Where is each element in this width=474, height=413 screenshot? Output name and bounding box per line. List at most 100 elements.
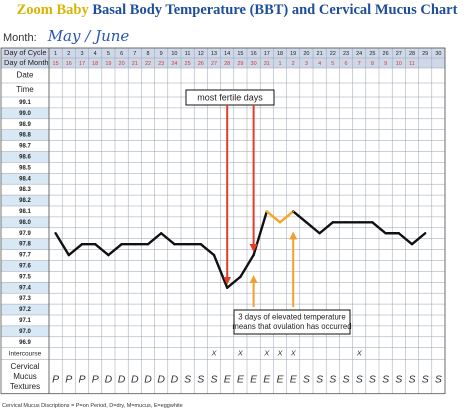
day-of-month-label: 15: [53, 61, 59, 67]
temp-label-band: [1, 162, 49, 174]
row-label-mucus-1: Cervical: [11, 362, 40, 371]
day-of-cycle-label: 30: [435, 51, 441, 57]
mucus-texture-letter: S: [342, 373, 349, 385]
temp-label-band: [1, 282, 49, 294]
y-tick-label: 99.1: [19, 100, 31, 106]
day-of-month-label: 30: [251, 61, 257, 67]
temp-data-point: [279, 221, 281, 224]
temp-label-band: [1, 184, 49, 196]
day-of-month-label: 9: [384, 61, 387, 67]
temp-label-band: [1, 315, 49, 326]
day-of-cycle-label: 12: [198, 51, 204, 57]
mucus-texture-letter: S: [184, 373, 191, 385]
temp-line-segment: [107, 242, 123, 257]
intercourse-mark: X: [356, 349, 363, 358]
temp-line-segment: [239, 253, 255, 279]
temp-line-segment: [54, 232, 71, 257]
temp-data-point: [332, 221, 334, 224]
mucus-texture-letter: S: [382, 373, 389, 385]
temp-label-band: [1, 216, 49, 228]
y-tick-label: 97.6: [19, 264, 31, 270]
temp-label-band: [1, 140, 49, 152]
day-of-cycle-label: 1: [54, 51, 57, 57]
mucus-texture-letter: D: [157, 373, 165, 385]
temp-label-band: [1, 336, 49, 348]
day-of-cycle-label: 28: [409, 51, 415, 57]
temp-line-segment-elevated: [278, 210, 295, 224]
mucus-texture-letter: S: [369, 373, 376, 385]
y-tick-label: 98.9: [19, 122, 31, 128]
day-of-month-label: 25: [185, 61, 191, 67]
day-of-cycle-label: 19: [290, 51, 296, 57]
temp-label-band: [1, 260, 49, 272]
y-tick-label: 97.5: [19, 274, 31, 280]
temp-label-band: [1, 293, 49, 305]
temp-data-point: [213, 254, 215, 256]
day-of-month-label: 16: [66, 61, 72, 67]
mucus-texture-letter: D: [118, 373, 126, 385]
mucus-texture-letter: E: [276, 373, 284, 385]
y-tick-label: 98.7: [19, 144, 31, 150]
temp-line-segment: [410, 232, 427, 246]
elevated-label-line-2: means that ovulation has occurred: [232, 322, 351, 331]
day-of-month-label: 26: [198, 61, 204, 67]
temp-label-band: [1, 249, 49, 261]
row-label-time: Time: [16, 85, 34, 94]
chart-border: [0, 47, 446, 395]
day-of-cycle-label: 9: [160, 51, 163, 57]
intercourse-mark: X: [290, 349, 297, 358]
day-of-cycle-label: 24: [356, 51, 362, 57]
day-of-cycle-label: 2: [67, 51, 70, 57]
y-tick-label: 97.0: [19, 329, 31, 335]
mucus-texture-letter: P: [92, 373, 99, 385]
temp-data-point: [173, 243, 176, 245]
day-of-cycle-label: 29: [422, 51, 428, 57]
y-tick-label: 97.3: [19, 296, 31, 302]
row-label-intercourse: Intercourse: [9, 350, 42, 357]
mucus-texture-letter: P: [52, 373, 59, 385]
temp-data-point: [266, 210, 268, 213]
temp-label-band: [1, 325, 49, 337]
temp-data-point: [358, 221, 361, 224]
y-tick-label: 97.7: [19, 253, 31, 259]
day-of-cycle-label: 26: [383, 51, 389, 57]
day-of-cycle-label: 14: [224, 51, 230, 57]
day-of-month-label: 29: [237, 61, 243, 67]
intercourse-mark: X: [210, 349, 217, 358]
temp-label-band: [1, 304, 49, 315]
temp-line-segment-elevated: [265, 210, 282, 224]
day-of-cycle-label: 8: [146, 51, 149, 57]
y-tick-label: 98.4: [19, 176, 31, 182]
title-rest: Basal Body Temperature (BBT) and Cervica…: [88, 2, 458, 18]
day-of-cycle-label: 22: [330, 51, 336, 57]
mucus-texture-letter: S: [356, 373, 363, 385]
day-of-cycle-label: 18: [277, 51, 283, 57]
mucus-texture-letter: P: [78, 373, 85, 385]
day-of-month-label: 6: [344, 61, 347, 67]
row-label-day-of-cycle: Day of Cycle: [4, 48, 47, 57]
day-of-month-label: 20: [119, 61, 125, 67]
mucus-texture-letter: D: [144, 373, 152, 385]
temp-data-point: [120, 243, 123, 245]
y-tick-label: 97.4: [19, 285, 31, 291]
mucus-texture-letter: S: [395, 373, 402, 385]
temp-line-segment: [93, 242, 110, 257]
mucus-texture-letter: S: [329, 373, 336, 385]
month-label: Month:: [3, 32, 37, 44]
temp-data-point: [160, 232, 162, 235]
mucus-texture-letter: S: [408, 373, 415, 385]
temp-line-segment: [67, 242, 84, 257]
day-of-cycle-label: 4: [94, 51, 97, 57]
day-of-month-label: 23: [158, 61, 164, 67]
temp-data-point: [186, 243, 189, 245]
day-of-month-label: 8: [371, 61, 374, 67]
temp-data-point: [252, 254, 255, 256]
y-tick-label: 98.6: [19, 155, 31, 161]
temp-data-point: [411, 243, 413, 245]
fertile-label: most fertile days: [197, 92, 263, 102]
day-of-cycle-label: 3: [80, 51, 83, 57]
temp-data-point: [305, 221, 308, 224]
day-of-cycle-label: 11: [185, 51, 191, 57]
day-of-month-label: 18: [92, 61, 98, 67]
temp-line-segment: [371, 221, 387, 235]
